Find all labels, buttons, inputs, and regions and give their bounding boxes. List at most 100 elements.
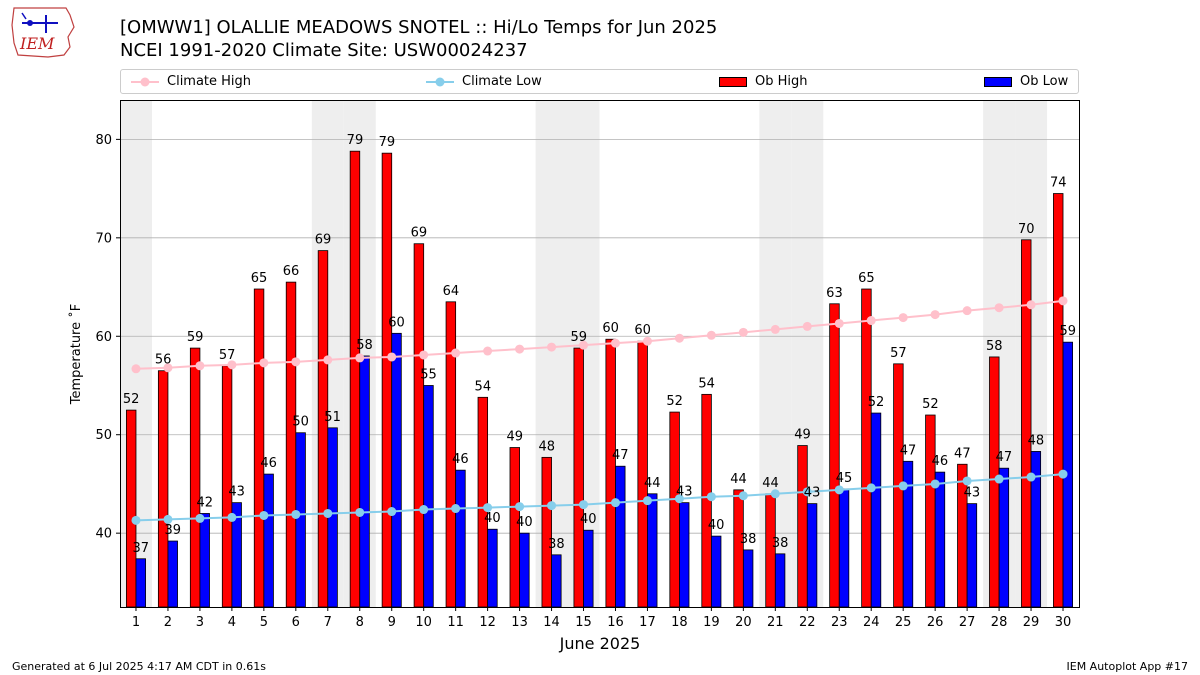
ob-high-bar	[605, 338, 616, 608]
ob-low-bar	[487, 528, 498, 608]
ob-low-bar	[167, 540, 178, 608]
climate-high-point	[579, 340, 589, 350]
climate-high-point	[866, 316, 876, 326]
climate-high-point	[642, 336, 652, 346]
x-tick-label: 25	[895, 615, 912, 630]
legend-label: Climate High	[167, 74, 252, 89]
ob-low-bar	[455, 469, 466, 608]
ob-low-label: 50	[292, 415, 309, 430]
legend-label: Climate Low	[462, 74, 542, 89]
x-tick-label: 23	[831, 615, 848, 630]
ob-low-label: 43	[804, 486, 821, 501]
x-tick-label: 18	[671, 615, 688, 630]
climate-high-point	[738, 327, 748, 337]
ob-low-label: 59	[1060, 324, 1077, 339]
climate-low-point	[227, 512, 237, 522]
climate-high-point	[930, 310, 940, 320]
ob-low-label: 45	[836, 471, 853, 486]
ob-low-bar	[615, 465, 626, 608]
ob-high-label: 44	[762, 476, 779, 491]
ob-high-label: 54	[698, 376, 715, 391]
climate-high-point	[483, 346, 493, 356]
ob-high-bar	[189, 347, 201, 608]
x-tick-label: 10	[415, 615, 432, 630]
ob-low-label: 47	[612, 448, 629, 463]
x-tick-label: 4	[228, 615, 236, 630]
climate-high-point	[387, 352, 397, 362]
x-tick-label: 1	[132, 615, 140, 630]
ob-high-bar	[253, 288, 265, 608]
legend-label: Ob Low	[1020, 74, 1069, 89]
ob-high-label: 54	[475, 379, 492, 394]
ob-low-bar	[934, 471, 946, 608]
climate-low-point	[802, 487, 812, 497]
climate-high-point	[706, 330, 716, 340]
ob-high-label: 63	[826, 286, 843, 301]
ob-low-label: 37	[133, 541, 150, 556]
x-tick-label: 26	[927, 615, 944, 630]
ob-low-bar	[519, 532, 530, 608]
ob-low-label: 40	[484, 511, 501, 526]
climate-low-point	[451, 504, 461, 514]
climate-low-point	[579, 500, 589, 510]
ob-low-label: 42	[196, 495, 213, 510]
ob-high-bar	[1053, 193, 1064, 608]
x-tick-label: 22	[799, 615, 816, 630]
x-tick-label: 9	[388, 615, 396, 630]
climate-high-point	[610, 338, 620, 348]
ob-high-label: 70	[1018, 222, 1035, 237]
ob-high-label: 49	[507, 430, 524, 445]
climate-high-point	[547, 342, 557, 352]
ob-high-label: 58	[986, 339, 1003, 354]
x-tick-label: 2	[164, 615, 172, 630]
chart-subtitle: NCEI 1991-2020 Climate Site: USW00024237	[120, 40, 528, 61]
climate-high-point	[962, 306, 972, 316]
ob-high-label: 65	[251, 271, 268, 286]
y-tick-label: 50	[95, 428, 112, 443]
x-tick-label: 21	[767, 615, 784, 630]
legend: Climate High Climate Low Ob High Ob Low	[120, 69, 1079, 94]
ob-high-bar	[573, 347, 584, 608]
climate-low-point	[163, 514, 173, 524]
ob-low-label: 58	[356, 338, 373, 353]
ob-low-label: 48	[1028, 433, 1045, 448]
climate-high-point	[770, 324, 780, 334]
ob-high-label: 52	[922, 397, 939, 412]
y-tick-label: 60	[95, 330, 112, 345]
ob-low-bar	[774, 553, 786, 608]
x-tick-label: 5	[260, 615, 268, 630]
climate-low-point	[898, 481, 908, 491]
bar-labels: 52 56 59 57 65 66 69 79 79 69 64 54 49 48 59 60 60 52 54 44…	[123, 133, 1076, 556]
ob-low-label: 43	[964, 486, 981, 501]
ob-low-bar	[806, 503, 818, 608]
ob-low-bar	[679, 502, 690, 608]
ob-high-bar	[285, 281, 297, 608]
x-tick-label: 6	[292, 615, 300, 630]
ob-low-bar	[391, 332, 402, 608]
ob-low-bar	[551, 554, 562, 608]
climate-high-point	[259, 358, 269, 368]
climate-low-point	[291, 509, 301, 519]
chart-title: [OMWW1] OLALLIE MEADOWS SNOTEL :: Hi/Lo …	[120, 17, 718, 38]
ob-low-bar	[998, 467, 1010, 608]
x-tick-label: 16	[607, 615, 624, 630]
footer-app: IEM Autoplot App #17	[1066, 660, 1189, 673]
climate-low-point	[483, 503, 493, 513]
climate-high-point	[323, 355, 333, 365]
climate-low-point	[1058, 469, 1068, 479]
x-tick-label: 24	[863, 615, 880, 630]
climate-high-point	[515, 344, 525, 354]
x-axis-label: June 2025	[559, 634, 641, 653]
ob-low-bar	[295, 432, 306, 608]
ob-high-label: 66	[283, 264, 300, 279]
legend-ob-high: Ob High	[719, 74, 808, 89]
ob-high-label: 47	[954, 446, 971, 461]
x-tick-label: 11	[447, 615, 464, 630]
climate-low-point	[259, 510, 269, 520]
ob-high-bar	[381, 152, 393, 608]
climate-high-point	[451, 348, 461, 358]
ob-high-bar	[413, 243, 425, 608]
climate-low-point	[419, 505, 429, 515]
climate-low-point	[930, 479, 940, 489]
y-tick-label: 70	[95, 231, 112, 246]
